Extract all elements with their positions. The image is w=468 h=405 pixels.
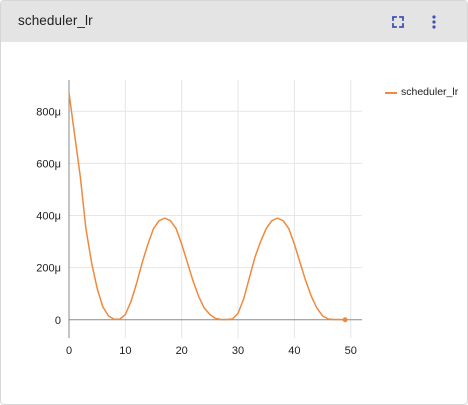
legend-label: scheduler_lr [401,86,459,98]
x-tick-label: 0 [66,345,72,357]
fullscreen-icon [392,16,404,28]
x-tick-label: 20 [176,345,188,357]
more-vert-icon [432,15,436,29]
y-tick-label: 600μ [36,158,61,170]
y-tick-label: 400μ [36,211,61,223]
chart-series [68,92,348,323]
chart-tick-labels: 0 10 20 30 40 50 0 200μ 400μ 600μ 800μ [36,106,357,357]
chart-axes [68,80,362,338]
series-line [68,92,346,321]
y-tick-label: 800μ [36,106,61,118]
x-tick-label: 40 [288,345,300,357]
fullscreen-button[interactable] [386,10,410,34]
x-tick-label: 30 [232,345,244,357]
y-tick-label: 0 [55,315,61,327]
chart-grid [69,80,362,338]
more-options-button[interactable] [422,10,446,34]
line-chart[interactable]: 0 10 20 30 40 50 0 200μ 400μ 600μ 800μ [1,42,467,404]
x-tick-label: 10 [119,345,131,357]
y-tick-label: 200μ [36,263,61,275]
card-title: scheduler_lr [18,13,93,28]
x-tick-label: 50 [345,345,357,357]
card-header: scheduler_lr [1,1,467,42]
series-last-point [342,317,348,323]
legend-swatch [385,92,397,94]
